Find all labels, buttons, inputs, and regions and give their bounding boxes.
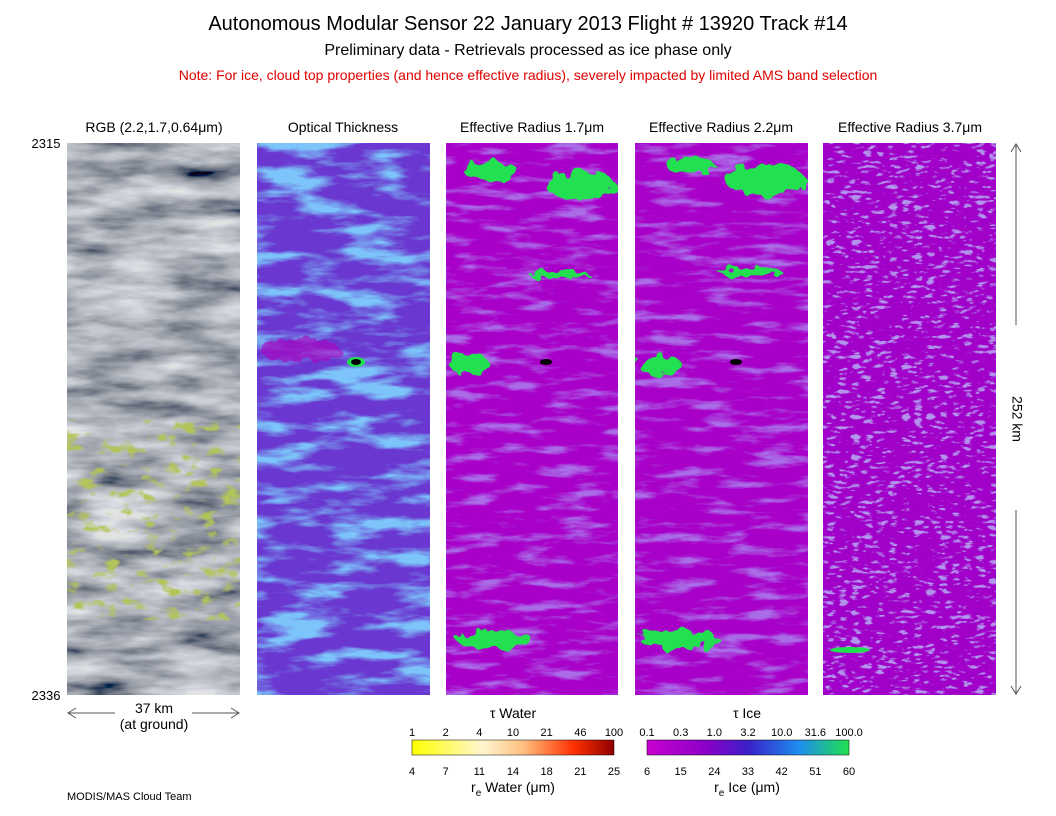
- time-end: 2336: [32, 688, 61, 703]
- colorbar-tick-label: 0.3: [673, 727, 688, 739]
- colorbar-tick-label: 4: [476, 727, 482, 739]
- colorbar-tick-label: 60: [843, 766, 855, 778]
- panel-title: Effective Radius 2.2μm: [649, 119, 793, 135]
- colorbar-tick-label: 10: [507, 727, 519, 739]
- colorbar-tick-label: 100: [605, 727, 623, 739]
- colorbar-tick-label: 31.6: [805, 727, 826, 739]
- width-arrow: [67, 707, 240, 719]
- effective-radius-3-7-image: [823, 143, 996, 695]
- colorbar-tick-label: 21: [541, 727, 553, 739]
- length-label: 252 km: [1009, 396, 1025, 442]
- colorbar-top-label: τ Water: [490, 705, 537, 721]
- colorbar-tick-label: 1.0: [707, 727, 722, 739]
- label-text: Water (μm): [481, 779, 555, 795]
- effective-radius-1-7-image: [446, 143, 618, 695]
- colorbar-tick-label: 15: [675, 766, 687, 778]
- subscript: e: [719, 788, 725, 799]
- panel-title: Effective Radius 3.7μm: [838, 119, 982, 135]
- colorbar-tick-label: 0.1: [639, 727, 654, 739]
- colorbar-tick-label: 1: [409, 727, 415, 739]
- symbol: r: [471, 779, 476, 795]
- note: Note: For ice, cloud top properties (and…: [179, 67, 878, 83]
- width-note: (at ground): [120, 716, 188, 732]
- colorbar-tick-label: 100.0: [835, 727, 863, 739]
- optical-thickness-image: [257, 143, 430, 695]
- subscript: e: [476, 788, 482, 799]
- colorbar-tick-label: 2: [443, 727, 449, 739]
- colorbar-tick-label: 10.0: [771, 727, 792, 739]
- colorbar-top-label: τ Ice: [733, 705, 761, 721]
- colorbar-tick-label: 11: [474, 766, 485, 778]
- colorbar-tick-label: 18: [541, 766, 553, 778]
- colorbar-tick-label: 4: [409, 766, 415, 778]
- colorbar-tick-label: 25: [608, 766, 620, 778]
- colorbar-tick-label: 7: [443, 766, 449, 778]
- colorbar-tick-label: 6: [644, 766, 650, 778]
- time-start: 2315: [32, 136, 61, 151]
- colorbar-bottom-label: re Ice (μm): [714, 779, 780, 799]
- colorbar-bottom-label: re Water (μm): [471, 779, 555, 799]
- symbol: r: [714, 779, 719, 795]
- title: Autonomous Modular Sensor 22 January 201…: [208, 13, 847, 35]
- panel-title: RGB (2.2,1.7,0.64μm): [85, 119, 222, 135]
- colorbar-tick-label: 21: [574, 766, 586, 778]
- subtitle: Preliminary data - Retrievals processed …: [324, 42, 731, 59]
- colorbar-water: [411, 739, 615, 756]
- length-arrow: [1010, 143, 1022, 695]
- colorbar-tick-label: 51: [809, 766, 821, 778]
- width-label: 37 km: [135, 700, 173, 716]
- label-text: Ice (μm): [724, 779, 780, 795]
- panel-title: Effective Radius 1.7μm: [460, 119, 604, 135]
- colorbar-ice: [646, 739, 850, 756]
- credit: MODIS/MAS Cloud Team: [67, 791, 192, 803]
- colorbar-tick-label: 42: [776, 766, 788, 778]
- colorbar-tick-label: 3.2: [740, 727, 755, 739]
- effective-radius-2-2-image: [635, 143, 808, 695]
- colorbar-tick-label: 14: [507, 766, 519, 778]
- rgb-image: [67, 143, 240, 695]
- colorbar-tick-label: 33: [742, 766, 754, 778]
- panel-title: Optical Thickness: [288, 119, 398, 135]
- colorbar-tick-label: 24: [708, 766, 720, 778]
- colorbar-tick-label: 46: [574, 727, 586, 739]
